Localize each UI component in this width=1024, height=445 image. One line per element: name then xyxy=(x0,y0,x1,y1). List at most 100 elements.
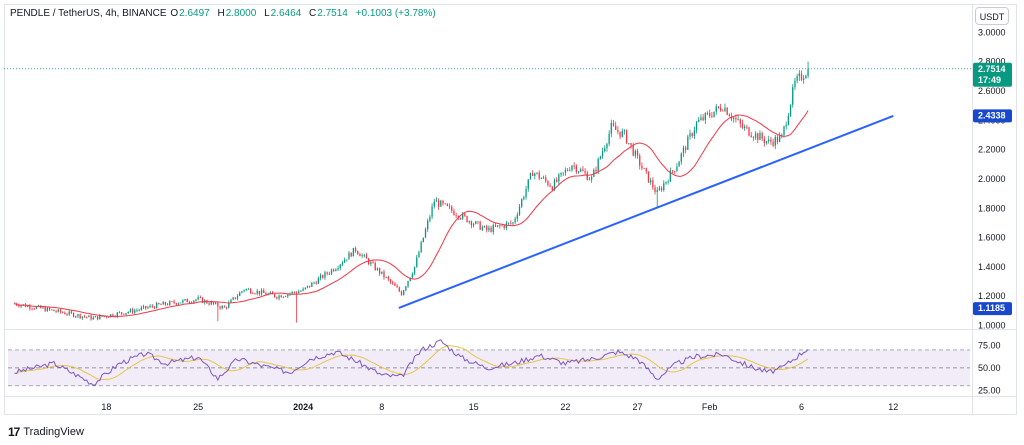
candle xyxy=(625,129,628,144)
candle-body xyxy=(142,306,145,308)
candle xyxy=(228,300,230,309)
candle-body xyxy=(536,172,538,174)
candle xyxy=(153,306,156,310)
candle-body xyxy=(256,290,258,294)
candle-body xyxy=(378,268,381,274)
candle xyxy=(311,282,313,287)
candle xyxy=(405,285,407,292)
candle-body xyxy=(48,307,51,310)
candle xyxy=(551,186,553,192)
candle-body xyxy=(444,203,446,205)
candle xyxy=(53,309,55,312)
candle xyxy=(542,175,545,180)
candle xyxy=(580,167,582,173)
candle-body xyxy=(521,199,523,207)
candle-body xyxy=(376,268,379,270)
candle xyxy=(127,311,129,315)
candle xyxy=(765,140,768,145)
candle-body xyxy=(385,276,387,278)
candle-body xyxy=(350,252,352,257)
candle-body xyxy=(595,169,597,172)
candle xyxy=(70,310,73,315)
candle-body xyxy=(501,225,503,227)
price-tick-label: 1.6000 xyxy=(978,233,1006,243)
ma-price-label: 2.4338 xyxy=(973,109,1012,123)
candle-body xyxy=(645,168,647,172)
candle-body xyxy=(164,302,167,305)
candles-group xyxy=(13,61,809,323)
last-price-label-bg xyxy=(973,62,1012,87)
candle xyxy=(676,163,678,172)
candle xyxy=(774,134,776,150)
candle-body xyxy=(121,312,123,314)
candle xyxy=(763,135,765,147)
candle xyxy=(313,281,315,285)
candle-body xyxy=(805,75,807,79)
candle-body xyxy=(523,197,525,200)
candle xyxy=(337,265,339,271)
candle xyxy=(593,168,595,178)
candle xyxy=(31,307,33,311)
low-label: L xyxy=(264,8,270,19)
candle-body xyxy=(512,222,514,224)
candle xyxy=(695,120,698,134)
candle-body xyxy=(534,173,536,176)
candle xyxy=(650,177,652,185)
candle xyxy=(118,311,121,314)
candle xyxy=(545,175,547,183)
candle xyxy=(689,129,691,140)
candle xyxy=(525,185,527,200)
candle-body xyxy=(770,139,772,142)
candle xyxy=(372,260,374,264)
candle xyxy=(348,251,350,260)
candle-body xyxy=(348,252,350,260)
candle xyxy=(77,313,79,319)
candle xyxy=(83,314,86,318)
candle-body xyxy=(571,165,573,171)
candle xyxy=(225,306,228,310)
candle xyxy=(770,136,772,145)
candle-body xyxy=(647,171,650,183)
candle xyxy=(42,306,44,309)
price-tick-label: 2.2000 xyxy=(978,145,1006,155)
candle xyxy=(99,313,101,320)
trend-price-label-text: 1.1185 xyxy=(978,303,1005,313)
candle xyxy=(300,289,302,293)
candle xyxy=(645,167,647,175)
symbol-label[interactable]: PENDLE / TetherUS, 4h, BINANCE xyxy=(10,8,167,19)
candle xyxy=(243,289,245,293)
currency-button[interactable]: USDT xyxy=(975,7,1009,25)
candle xyxy=(669,167,671,182)
candle-body xyxy=(623,130,626,132)
candle xyxy=(733,116,735,123)
candle-body xyxy=(464,213,466,217)
candle-body xyxy=(147,307,149,309)
candle-body xyxy=(175,303,177,305)
candle-body xyxy=(698,120,700,122)
candle xyxy=(260,288,263,296)
candle-body xyxy=(166,304,169,306)
trendline xyxy=(398,114,894,309)
candle-body xyxy=(197,297,199,300)
brand-label[interactable]: TradingView xyxy=(23,426,84,438)
candle xyxy=(518,203,521,216)
tradingview-logo-icon[interactable]: 17 xyxy=(8,425,20,439)
candle xyxy=(540,177,543,180)
candle xyxy=(46,306,49,312)
candle-body xyxy=(51,309,53,311)
candle xyxy=(252,291,254,294)
candle-body xyxy=(803,78,805,80)
candle-body xyxy=(667,181,669,183)
candle-body xyxy=(752,137,755,138)
candle-body xyxy=(405,286,407,291)
candle xyxy=(433,198,435,209)
candle-body xyxy=(717,106,720,108)
candle-body xyxy=(514,218,516,223)
candle xyxy=(582,165,584,172)
candle xyxy=(123,313,125,315)
candle-body xyxy=(33,308,35,310)
candle xyxy=(684,145,687,154)
price-tick-label: 1.2000 xyxy=(978,291,1006,301)
candle xyxy=(145,305,147,311)
